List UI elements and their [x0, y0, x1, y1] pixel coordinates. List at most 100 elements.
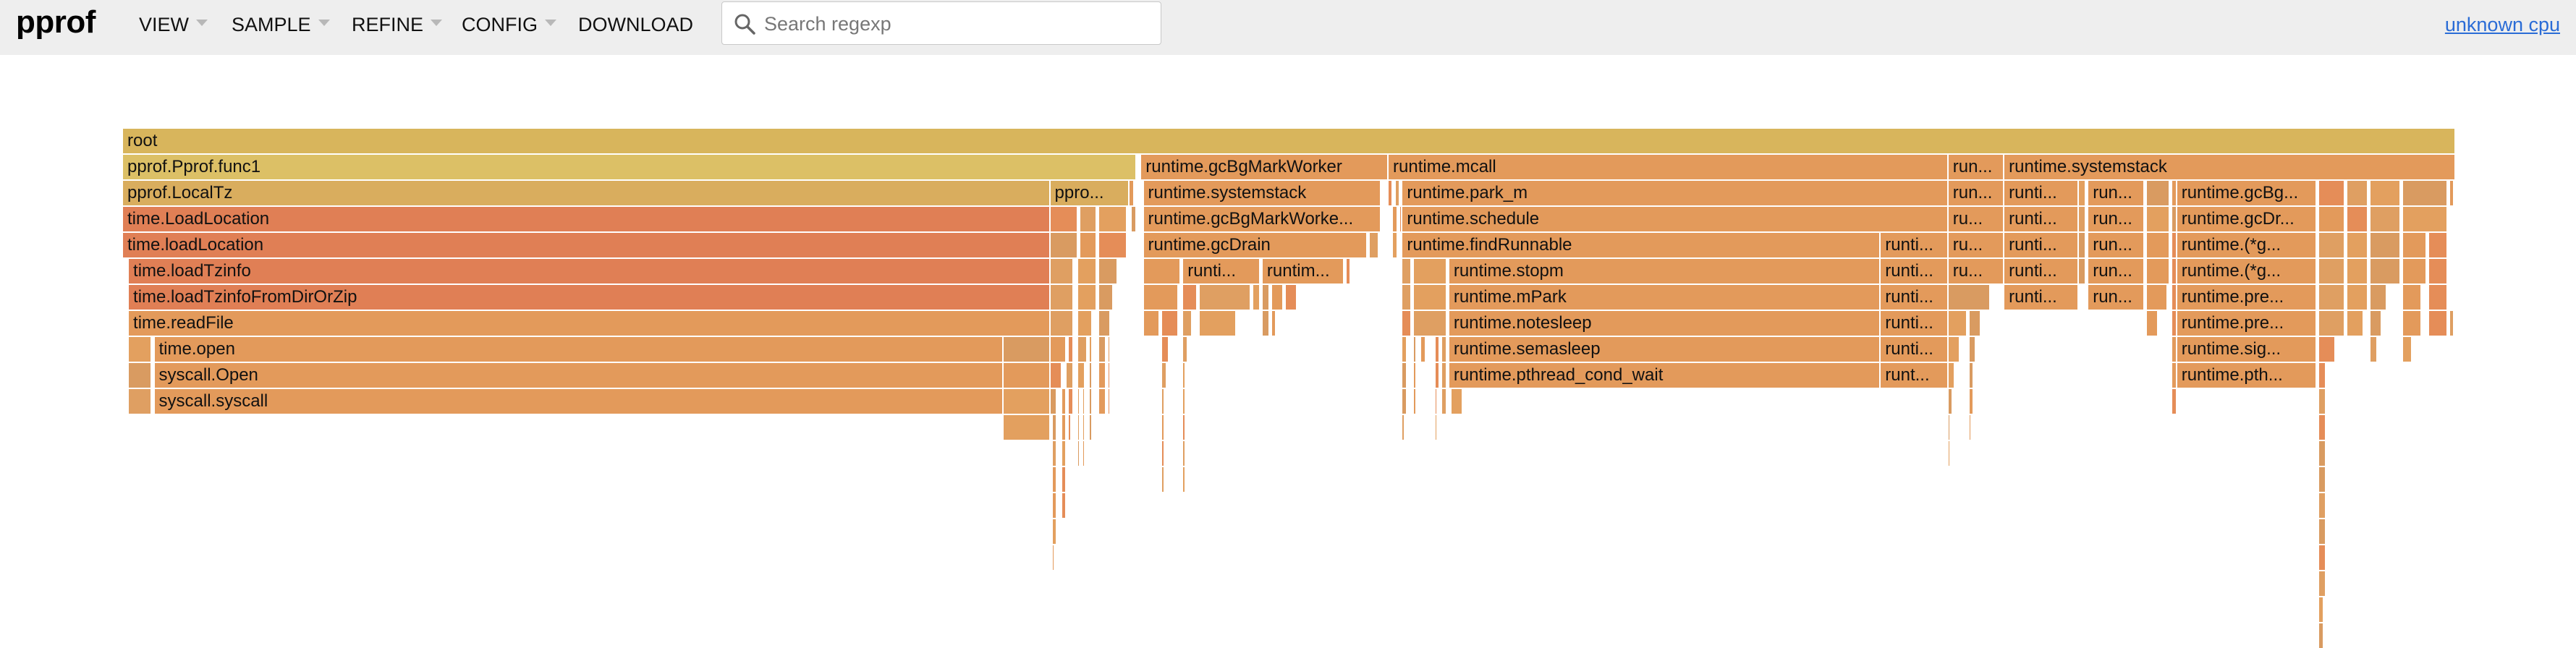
flame-frame[interactable]: runtime.findRunnable — [1402, 233, 1881, 257]
flame-frame[interactable]: runtime.schedule — [1402, 207, 1949, 231]
flame-frame-small[interactable] — [1004, 363, 1051, 388]
flame-frame-small[interactable] — [129, 389, 153, 414]
flame-frame[interactable]: run... — [2088, 181, 2145, 205]
flame-frame-small[interactable] — [2347, 285, 2369, 310]
flame-frame[interactable]: time.readFile — [129, 311, 1051, 336]
flame-frame-small[interactable] — [1162, 467, 1165, 492]
flame-frame-small[interactable] — [1262, 285, 1270, 310]
flame-frame[interactable]: runtime.gcDrain — [1143, 233, 1368, 257]
flame-frame[interactable]: runti... — [2004, 285, 2080, 310]
flame-frame[interactable]: runtime.notesleep — [1449, 311, 1881, 336]
flame-frame-small[interactable] — [1052, 493, 1058, 518]
flame-frame-small[interactable] — [1402, 311, 1412, 336]
flame-frame-small[interactable] — [1099, 363, 1106, 388]
flame-frame-small[interactable] — [2319, 233, 2345, 257]
flame-frame[interactable]: runt... — [1881, 363, 1949, 388]
flame-frame[interactable]: runtime.pthread_cond_wait — [1449, 363, 1881, 388]
flame-frame-small[interactable] — [2172, 363, 2177, 388]
flame-frame-small[interactable] — [1078, 285, 1097, 310]
flame-frame[interactable]: ru... — [1948, 259, 2005, 284]
flame-frame-small[interactable] — [1271, 311, 1277, 336]
flame-frame-small[interactable] — [1162, 415, 1165, 440]
flame-frame-small[interactable] — [1162, 363, 1167, 388]
flame-frame-small[interactable] — [1050, 363, 1062, 388]
flame-frame-small[interactable] — [1414, 337, 1417, 362]
flame-frame-small[interactable] — [1969, 389, 1975, 414]
menu-refine[interactable]: REFINE — [352, 14, 443, 36]
flame-frame[interactable]: runti... — [1183, 259, 1261, 284]
flame-frame-small[interactable] — [2370, 285, 2387, 310]
flame-frame-small[interactable] — [2347, 233, 2369, 257]
search-box[interactable] — [721, 1, 1161, 45]
flame-frame-small[interactable] — [1183, 441, 1186, 466]
flame-frame[interactable]: time.loadLocation — [123, 233, 1051, 257]
flame-frame-small[interactable] — [1414, 311, 1447, 336]
flame-frame-small[interactable] — [1969, 337, 1977, 362]
flame-frame-small[interactable] — [2370, 233, 2402, 257]
flame-frame[interactable]: runtime.(*g... — [2177, 259, 2318, 284]
flame-frame-small[interactable] — [1067, 363, 1074, 388]
flame-frame-small[interactable] — [1393, 207, 1398, 231]
flame-frame-small[interactable] — [1370, 233, 1380, 257]
flame-frame[interactable]: run... — [2088, 259, 2145, 284]
flame-frame-small[interactable] — [2319, 415, 2327, 440]
flame-frame-small[interactable] — [1099, 389, 1106, 414]
flame-frame-small[interactable] — [2319, 337, 2336, 362]
flame-frame[interactable]: run... — [2088, 285, 2145, 310]
flame-frame[interactable]: runtime.mPark — [1449, 285, 1881, 310]
flame-frame-small[interactable] — [2403, 311, 2423, 336]
flame-frame-small[interactable] — [2172, 389, 2177, 414]
flame-frame-small[interactable] — [2146, 181, 2171, 205]
flame-frame-small[interactable] — [2403, 207, 2448, 231]
flame-frame-small[interactable] — [1442, 389, 1447, 414]
flame-frame-small[interactable] — [2347, 181, 2369, 205]
flame-frame-small[interactable] — [1062, 415, 1067, 440]
flame-frame-small[interactable] — [2319, 441, 2327, 466]
flame-frame-small[interactable] — [1400, 207, 1403, 231]
flame-frame-small[interactable] — [1414, 285, 1447, 310]
flame-frame-small[interactable] — [2172, 311, 2177, 336]
flame-frame-small[interactable] — [1082, 415, 1085, 440]
flame-frame-small[interactable] — [1143, 285, 1179, 310]
flame-frame-small[interactable] — [1078, 311, 1093, 336]
flame-frame-small[interactable] — [2370, 181, 2402, 205]
flame-frame-small[interactable] — [2403, 285, 2423, 310]
flame-frame-small[interactable] — [1052, 415, 1058, 440]
flame-frame-small[interactable] — [1948, 415, 1951, 440]
flame-frame[interactable]: runtime.mcall — [1389, 155, 1949, 179]
flame-frame-small[interactable] — [1435, 389, 1438, 414]
flame-frame-small[interactable] — [1969, 363, 1975, 388]
flame-frame-small[interactable] — [1069, 415, 1072, 440]
flame-frame-small[interactable] — [1109, 363, 1111, 388]
flame-frame[interactable]: runtime.gcBgMarkWorke... — [1143, 207, 1382, 231]
flame-frame-small[interactable] — [2370, 207, 2402, 231]
flame-frame-small[interactable] — [1442, 337, 1447, 362]
flame-frame-small[interactable] — [2319, 467, 2327, 492]
flame-frame-small[interactable] — [1004, 415, 1051, 440]
flame-frame-small[interactable] — [1090, 363, 1093, 388]
flame-frame-small[interactable] — [1969, 415, 1972, 440]
flame-frame-small[interactable] — [2146, 207, 2171, 231]
flame-frame-small[interactable] — [1183, 415, 1186, 440]
flame-frame-small[interactable] — [2347, 311, 2364, 336]
flame-frame[interactable]: ru... — [1948, 233, 2005, 257]
flame-frame-small[interactable] — [1389, 181, 1394, 205]
flame-frame-small[interactable] — [1109, 337, 1111, 362]
flame-frame-small[interactable] — [1402, 415, 1405, 440]
menu-download[interactable]: DOWNLOAD — [578, 14, 693, 36]
search-input[interactable] — [763, 8, 1156, 40]
flame-frame-small[interactable] — [2403, 259, 2427, 284]
flame-frame-small[interactable] — [2347, 259, 2369, 284]
flame-frame-small[interactable] — [1062, 389, 1067, 414]
flame-frame-small[interactable] — [2403, 233, 2427, 257]
flame-frame-small[interactable] — [2146, 259, 2171, 284]
flame-frame-small[interactable] — [1050, 337, 1067, 362]
flame-frame-small[interactable] — [1948, 389, 1954, 414]
flame-frame-small[interactable] — [2079, 233, 2086, 257]
flame-frame[interactable]: runtime.sig... — [2177, 337, 2318, 362]
flame-frame-small[interactable] — [129, 337, 153, 362]
flame-frame-small[interactable] — [1435, 337, 1440, 362]
flame-frame-small[interactable] — [1162, 337, 1169, 362]
flame-frame-small[interactable] — [2146, 285, 2168, 310]
flame-frame-small[interactable] — [2146, 311, 2158, 336]
